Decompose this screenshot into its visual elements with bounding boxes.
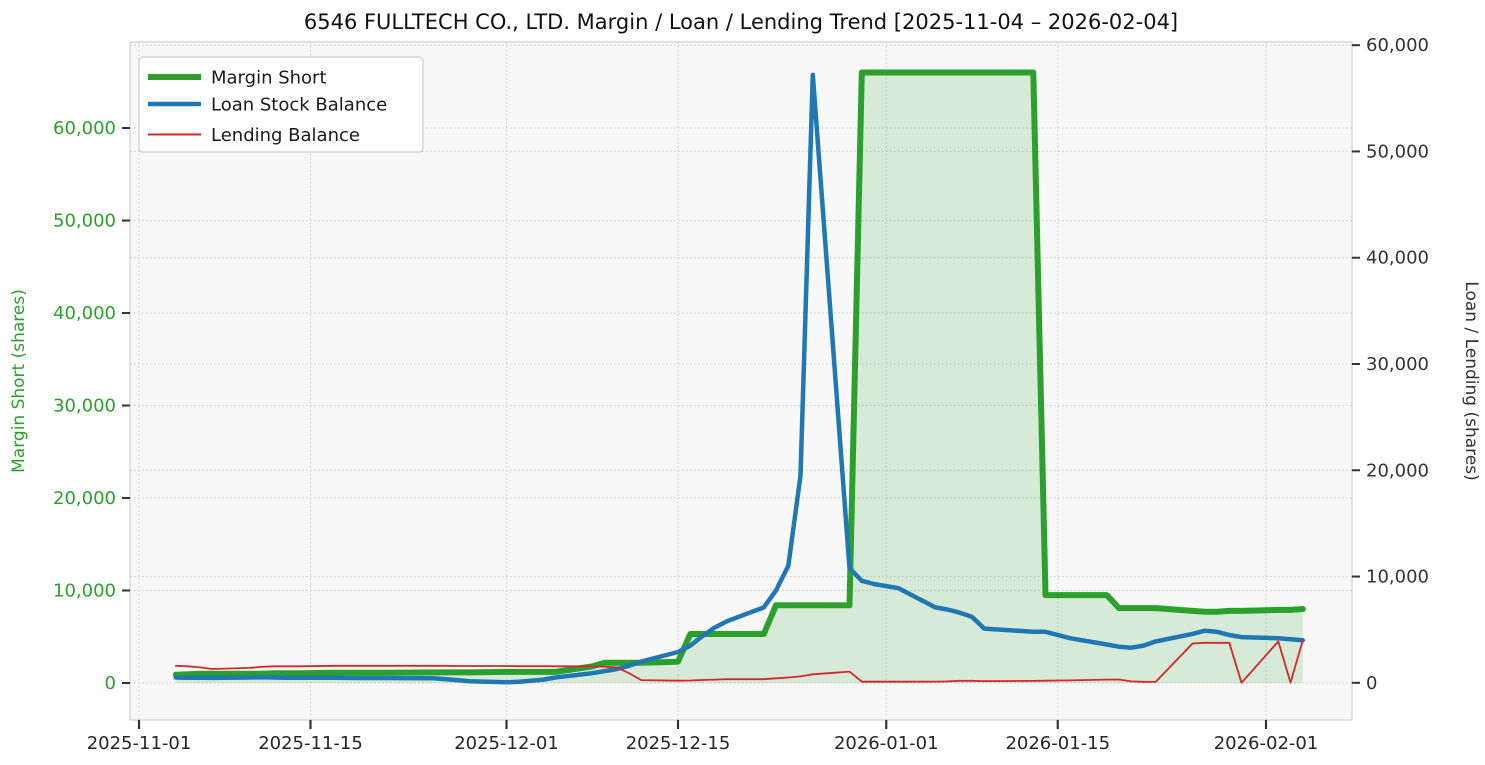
lending-balance-line xyxy=(174,639,1304,684)
margin-short-fill xyxy=(175,72,1303,684)
margin-short-area xyxy=(175,72,1303,684)
chart-title: 6546 FULLTECH CO., LTD. Margin / Loan / … xyxy=(304,10,1178,34)
plot-border xyxy=(129,41,1353,721)
left-tick-label: 30,000 xyxy=(53,396,116,417)
right-axis-label: Loan / Lending (shares) xyxy=(1461,281,1481,480)
right-tick-label: 50,000 xyxy=(1366,141,1429,162)
left-tick-label: 10,000 xyxy=(53,581,116,602)
tick-marks xyxy=(122,44,1360,729)
gridlines xyxy=(130,42,1352,720)
right-tick-label: 30,000 xyxy=(1366,354,1429,375)
margin-short-line xyxy=(172,69,1306,678)
left-tick-label: 20,000 xyxy=(53,488,116,509)
left-tick-label: 50,000 xyxy=(53,211,116,232)
series-lines xyxy=(172,69,1306,685)
legend: Margin Short Loan Stock Balance Lending Ba… xyxy=(138,56,424,153)
legend-box xyxy=(138,56,424,153)
legend-label-loan-stock-balance: Loan Stock Balance xyxy=(211,95,387,116)
right-tick-label: 40,000 xyxy=(1366,248,1429,269)
x-tick-label: 2025-11-01 xyxy=(87,733,192,754)
x-tick-label: 2026-01-01 xyxy=(834,733,939,754)
right-tick-label: 20,000 xyxy=(1366,460,1429,481)
right-tick-label: 10,000 xyxy=(1366,567,1429,588)
right-tick-label: 0 xyxy=(1366,673,1377,694)
left-tick-label: 0 xyxy=(105,673,116,694)
left-tick-label: 40,000 xyxy=(53,303,116,324)
legend-label-margin-short: Margin Short xyxy=(211,68,327,89)
right-tick-label: 60,000 xyxy=(1366,35,1429,56)
left-tick-label: 60,000 xyxy=(53,118,116,139)
x-tick-label: 2026-02-01 xyxy=(1214,733,1319,754)
x-tick-label: 2025-12-01 xyxy=(454,733,559,754)
loan-stock-balance-line xyxy=(173,72,1306,685)
x-tick-label: 2026-01-15 xyxy=(1005,733,1110,754)
left-axis-label: Margin Short (shares) xyxy=(9,289,29,473)
x-tick-label: 2025-12-15 xyxy=(626,733,731,754)
legend-label-lending-balance: Lending Balance xyxy=(211,125,360,146)
tick-labels: 2025-11-01 2025-11-15 2025-12-01 2025-12-15… xyxy=(53,35,1429,754)
x-tick-label: 2025-11-15 xyxy=(258,733,363,754)
